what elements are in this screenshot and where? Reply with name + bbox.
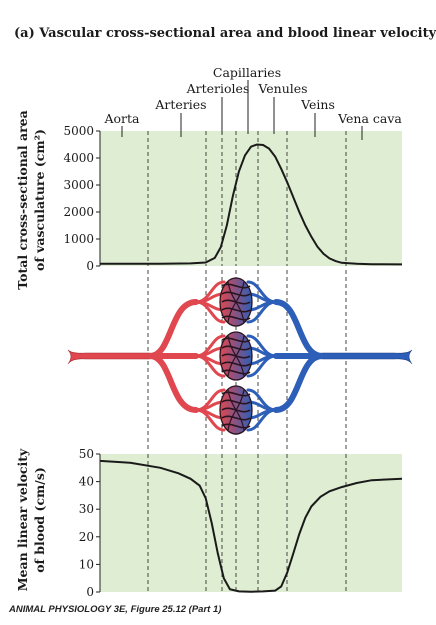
- arteriole: [194, 300, 226, 324]
- arterial-tree: [67, 280, 226, 432]
- velocity-y-axis-label-line1: Mean linear velocity: [15, 448, 30, 591]
- vena-cava-vessel: [321, 349, 413, 365]
- vein-branch: [273, 353, 325, 413]
- capillary: [221, 361, 251, 367]
- vessel-label: Capillaries: [213, 65, 281, 80]
- vessel-label: Vena cava: [337, 111, 402, 126]
- figure-title: (a) Vascular cross-sectional area and bl…: [14, 26, 436, 41]
- aorta-vessel: [67, 349, 151, 365]
- capillary: [221, 345, 251, 351]
- velocity-y-tick-label: 0: [86, 585, 94, 599]
- venous-tree: [246, 280, 413, 432]
- capillary: [221, 307, 251, 313]
- velocity-y-tick-label: 50: [79, 447, 94, 461]
- capillary: [221, 291, 251, 297]
- capillary: [221, 337, 251, 343]
- capillary: [221, 391, 251, 397]
- vessel-labels: Aorta ArteriesArteriolesCapillariesVenule…: [103, 65, 402, 140]
- area-y-axis-label-line2: of vasculature (cm²): [32, 129, 47, 271]
- capillary: [221, 315, 251, 321]
- capillary: [221, 423, 251, 429]
- venule: [246, 408, 278, 432]
- capillary: [221, 399, 251, 405]
- capillary: [221, 283, 251, 289]
- area-chart: 5000 4000 3000 2000 1000 0 Aorta ArteriesArter…: [15, 65, 402, 290]
- capillary: [221, 369, 251, 375]
- capillary: [227, 389, 245, 431]
- venule: [246, 300, 278, 324]
- artery-branch: [147, 353, 199, 413]
- velocity-y-axis-label-line2: of blood (cm/s): [32, 467, 47, 573]
- velocity-chart: 50 40 30 20 10 0 Mean linear velocity of bloo…: [15, 447, 403, 599]
- area-plot-background: [100, 131, 402, 266]
- area-y-axis: 5000 4000 3000 2000 1000 0: [63, 124, 101, 273]
- vessel-label: Aorta: [103, 111, 140, 126]
- capillary: [227, 281, 245, 323]
- figure-credit: ANIMAL PHYSIOLOGY 3E, Figure 25.12 (Part…: [9, 604, 222, 615]
- velocity-y-tick-label: 30: [79, 502, 94, 516]
- arteriole: [194, 408, 226, 432]
- area-y-tick-label: 2000: [63, 205, 94, 219]
- velocity-y-tick-label: 10: [79, 557, 94, 571]
- area-y-tick-label: 0: [86, 259, 94, 273]
- vein-branch: [273, 299, 325, 359]
- velocity-y-axis: 50 40 30 20 10 0: [79, 447, 101, 599]
- area-y-axis-label-line1: Total cross-sectional area: [15, 110, 30, 289]
- capillary: [221, 415, 251, 421]
- area-series-line: [100, 143, 403, 266]
- area-y-tick-label: 4000: [63, 151, 94, 165]
- capillary-bed: [219, 331, 253, 381]
- area-y-tick-label: 1000: [63, 232, 94, 246]
- artery-branch: [147, 299, 199, 359]
- vessel-label: Arteries: [154, 97, 206, 112]
- capillary-beds: [219, 277, 253, 435]
- capillary-bed: [219, 277, 253, 327]
- capillary: [227, 335, 245, 377]
- vessel-label: Venules: [257, 81, 307, 96]
- area-segment-dividers: [147, 131, 347, 266]
- vessel-diagram: [67, 270, 413, 452]
- velocity-plot-background: [100, 454, 402, 592]
- arteriole: [194, 354, 226, 378]
- vessel-label: Arterioles: [186, 81, 250, 96]
- venule: [246, 354, 278, 378]
- velocity-y-tick-label: 20: [79, 530, 94, 544]
- vessel-label: Veins: [300, 97, 335, 112]
- area-y-tick-label: 3000: [63, 178, 94, 192]
- velocity-y-tick-label: 40: [79, 475, 94, 489]
- capillary-bed: [219, 385, 253, 435]
- area-y-tick-label: 5000: [63, 124, 94, 138]
- velocity-series-line: [99, 459, 403, 593]
